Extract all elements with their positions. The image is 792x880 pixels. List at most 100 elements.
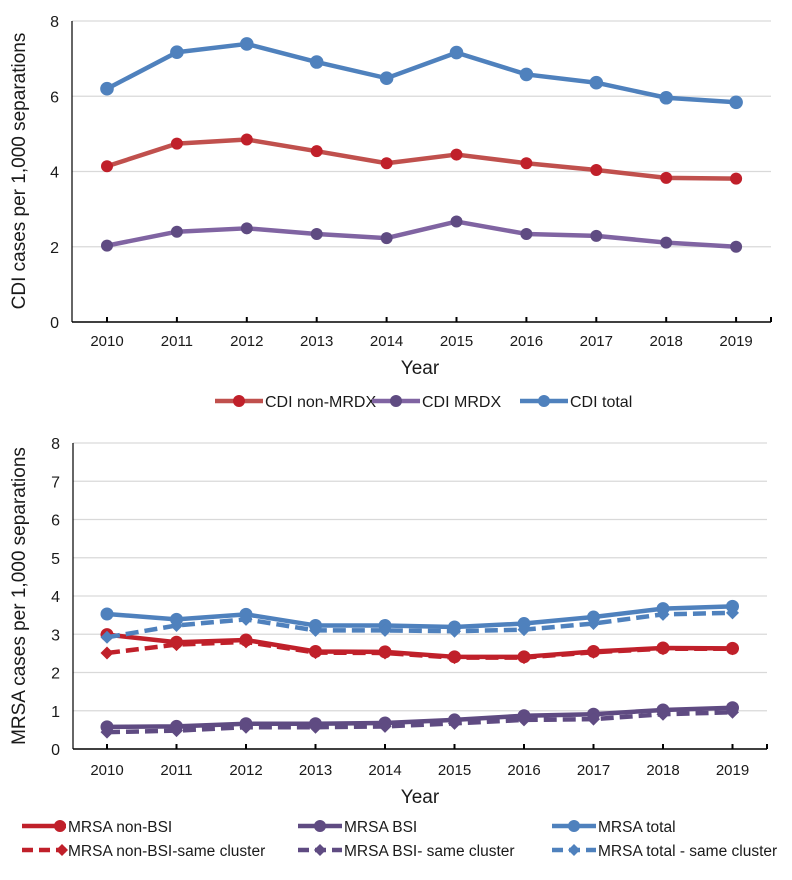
data-point	[170, 137, 183, 150]
cdi-y-tick-label: 2	[50, 240, 59, 257]
mrsa-gridlines	[73, 442, 767, 712]
data-point	[590, 163, 603, 176]
mrsa-x-tick-label: 2011	[160, 762, 192, 779]
mrsa-x-tick-label: 2018	[646, 762, 679, 779]
data-point	[310, 145, 323, 158]
legend-item-mrsa-total-same-cluster: MRSA total - same cluster	[552, 843, 777, 860]
cdi-x-tick-label: 2017	[580, 333, 613, 350]
cdi-gridlines	[72, 20, 771, 248]
data-point	[170, 618, 183, 632]
data-point	[380, 232, 393, 245]
data-point	[517, 623, 531, 637]
legend-label: CDI total	[570, 394, 632, 411]
data-point	[240, 37, 254, 51]
legend-item-cdi-non-mrdx: CDI non-MRDX	[215, 394, 376, 411]
series-line	[106, 137, 737, 181]
mrsa-x-tick-label: 2010	[90, 762, 123, 779]
cdi-chart: 0 2 4 6 8 2010 2011 2012 2013 2014 2015 2016 2017 201…	[9, 14, 772, 411]
mrsa-axes	[72, 443, 768, 750]
legend-swatch-marker	[233, 395, 245, 407]
mrsa-chart: 0 1 2 3 4 5 6 7 8 2010 2011 2012 2013 2014 2015 2016 201…	[9, 436, 777, 860]
legend-item-cdi-mrdx: CDI MRDX	[372, 394, 501, 411]
legend-label: MRSA BSI- same cluster	[344, 843, 515, 860]
legend-swatch-marker	[568, 820, 580, 832]
cdi-series-cdi-non-mrdx	[101, 133, 743, 185]
data-point	[101, 160, 113, 173]
data-point	[520, 157, 533, 170]
cdi-series-cdi-total	[100, 37, 743, 110]
data-point	[378, 623, 392, 637]
legend-swatch-marker	[390, 395, 402, 407]
mrsa-tick-labels: 0 1 2 3 4 5 6 7 8 2010 2011 2012 2013 2014 2015 2016 201…	[51, 436, 749, 779]
data-point	[448, 716, 461, 730]
mrsa-series-mrsa-total-same-cluster	[100, 606, 739, 644]
data-point	[309, 623, 322, 637]
data-point	[730, 240, 743, 253]
data-point	[517, 713, 531, 727]
cdi-tick-labels: 0 2 4 6 8 2010 2011 2012 2013 2014 2015 2016 2017 201…	[50, 14, 753, 350]
mrsa-y-tick-label: 1	[51, 704, 60, 721]
data-point	[726, 705, 739, 719]
legend-item-mrsa-non-bsi-same-cluster: MRSA non-BSI-same cluster	[22, 843, 265, 860]
mrsa-y-tick-label: 4	[51, 589, 60, 606]
legend-label: MRSA BSI	[344, 819, 417, 836]
data-point	[520, 227, 533, 240]
data-point	[726, 606, 739, 620]
legend-item-mrsa-bsi: MRSA BSI	[298, 819, 417, 836]
data-point	[378, 646, 392, 660]
data-point	[378, 719, 392, 733]
data-point	[309, 55, 324, 69]
cdi-series-cdi-mrdx	[101, 215, 743, 253]
cdi-x-tick-label: 2013	[300, 333, 333, 350]
data-point	[170, 45, 184, 60]
legend-swatch-marker	[56, 844, 68, 856]
data-point	[100, 607, 114, 621]
data-point	[380, 157, 393, 170]
legend-label: MRSA non-BSI-same cluster	[68, 843, 265, 860]
cdi-y-tick-label: 0	[50, 315, 59, 332]
mrsa-series	[100, 599, 739, 739]
cdi-x-tick-label: 2010	[90, 333, 123, 350]
cdi-y-tick-label: 6	[50, 89, 59, 106]
cdi-x-tick-label: 2018	[650, 333, 683, 350]
data-point	[589, 75, 604, 90]
data-point	[100, 725, 114, 739]
cdi-x-tick-label: 2016	[510, 333, 543, 350]
legend-swatch-marker	[568, 844, 580, 856]
data-point	[517, 651, 531, 665]
mrsa-x-tick-label: 2017	[577, 762, 610, 779]
series-line	[106, 639, 733, 660]
cdi-x-tick-label: 2015	[440, 333, 473, 350]
mrsa-x-tick-label: 2016	[507, 762, 540, 779]
data-point	[448, 651, 461, 665]
data-point	[660, 171, 673, 184]
mrsa-x-tick-label: 2014	[368, 762, 401, 779]
data-point	[310, 227, 323, 240]
cdi-y-axis-label: CDI cases per 1,000 separations	[9, 33, 30, 310]
cdi-x-tick-label: 2011	[161, 333, 193, 350]
mrsa-y-tick-label: 7	[51, 474, 60, 491]
data-point	[100, 630, 114, 644]
mrsa-x-tick-label: 2012	[229, 762, 262, 779]
cdi-y-tick-label: 8	[50, 14, 59, 31]
legend-label: MRSA total	[598, 819, 676, 836]
legend-swatch-marker	[54, 820, 66, 832]
legend-label: MRSA non-BSI	[68, 819, 172, 836]
mrsa-y-tick-label: 3	[51, 627, 60, 644]
legend-item-mrsa-non-bsi: MRSA non-BSI	[22, 819, 172, 836]
series-line	[106, 705, 733, 730]
cdi-x-tick-label: 2014	[370, 333, 403, 350]
data-point	[656, 642, 670, 656]
mrsa-x-tick-label: 2019	[716, 762, 749, 779]
data-point	[656, 607, 670, 621]
data-point	[170, 724, 183, 738]
data-point	[587, 617, 600, 631]
mrsa-y-tick-label: 2	[51, 666, 60, 683]
data-point	[239, 720, 253, 734]
mrsa-x-tick-label: 2013	[299, 762, 332, 779]
cdi-x-axis-label: Year	[401, 358, 440, 379]
mrsa-legend: MRSA non-BSI MRSA BSI MRSA total MRSA non-B…	[22, 819, 777, 860]
data-point	[240, 133, 253, 146]
data-point	[379, 71, 394, 85]
